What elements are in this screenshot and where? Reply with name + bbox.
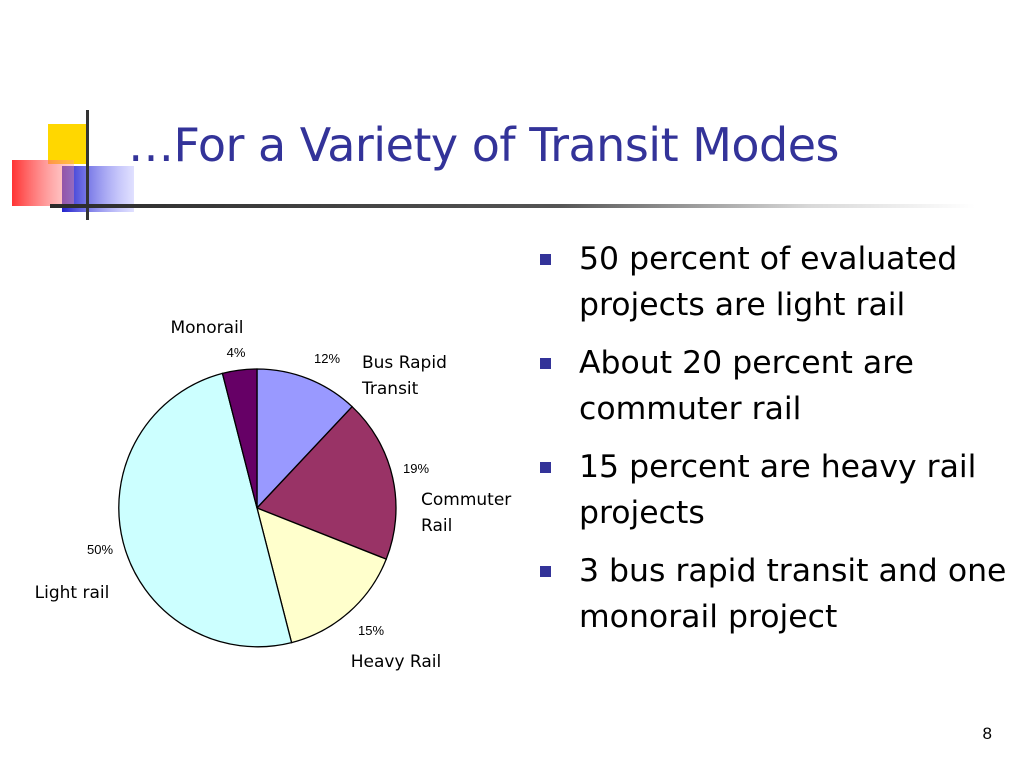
bullet-marker: [540, 566, 551, 577]
category-label-commuter-rail: Commuter Rail: [421, 490, 511, 536]
bullet-text: 3 bus rapid transit and one monorail pro…: [579, 553, 1007, 635]
slide-logo-decoration: [12, 110, 140, 220]
category-label-light-rail: Light rail: [35, 583, 110, 603]
pie-slice-light-rail: [118, 372, 293, 648]
data-label-monorail: 4%: [227, 345, 246, 360]
pie-slice-commuter-rail: [255, 405, 397, 561]
bullet-marker: [540, 462, 551, 473]
pie-slice-monorail: [221, 368, 258, 509]
category-label-monorail: Monorail: [170, 318, 243, 338]
title-underline: [50, 204, 975, 208]
bullet-marker: [540, 254, 551, 265]
data-label-bus-rapid-transit: 12%: [314, 351, 340, 366]
pie-chart: 12% Bus Rapid Transit 19% Commuter Rail 15% Hea…: [35, 318, 512, 672]
bullet-list: 50 percent of evaluated projects are lig…: [540, 236, 1010, 652]
bullet-marker: [540, 358, 551, 369]
bullet-item: 50 percent of evaluated projects are lig…: [540, 236, 1010, 328]
page-number: 8: [982, 724, 992, 743]
category-label-heavy-rail: Heavy Rail: [351, 652, 442, 672]
bullet-text: About 20 percent are commuter rail: [579, 345, 914, 427]
bullet-text: 50 percent of evaluated projects are lig…: [579, 241, 958, 323]
data-label-commuter-rail: 19%: [403, 461, 429, 476]
category-label-bus-rapid-transit: Bus Rapid Transit: [361, 353, 447, 399]
data-label-heavy-rail: 15%: [358, 623, 384, 638]
bullet-item: 15 percent are heavy rail projects: [540, 444, 1010, 536]
bullet-item: About 20 percent are commuter rail: [540, 340, 1010, 432]
slide-title: …For a Variety of Transit Modes: [128, 118, 840, 172]
bullet-text: 15 percent are heavy rail projects: [579, 449, 977, 531]
pie-slice-heavy-rail: [256, 506, 388, 644]
bullet-item: 3 bus rapid transit and one monorail pro…: [540, 548, 1010, 640]
pie-slice-bus-rapid-transit: [256, 368, 354, 510]
data-label-light-rail: 50%: [87, 542, 113, 557]
